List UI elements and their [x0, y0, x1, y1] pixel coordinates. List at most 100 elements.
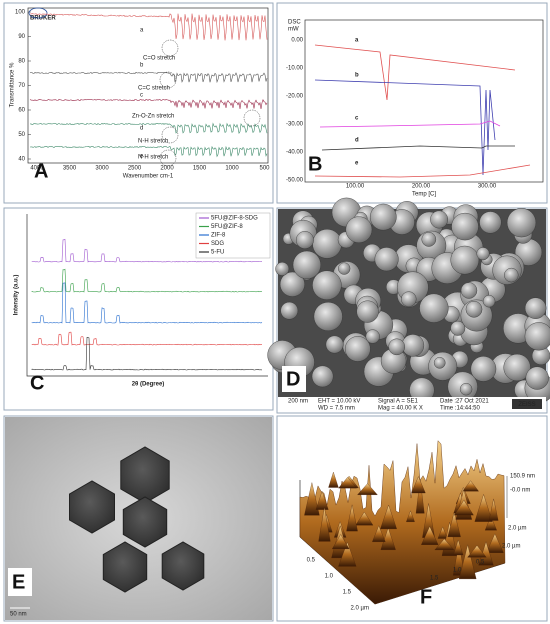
particle — [421, 232, 437, 247]
particle — [451, 212, 479, 241]
particle — [344, 336, 371, 362]
y-axis-label: Intensity (a.u.) — [14, 275, 20, 316]
particle — [479, 211, 502, 234]
scale-bar: 200 nm — [288, 399, 308, 405]
legend-label: SDG — [211, 241, 224, 247]
date: Date :27 Oct 2021 — [440, 399, 489, 405]
annotation: N-H stretch — [138, 139, 168, 145]
annotation-circle — [161, 39, 179, 57]
y-unit: mW — [288, 27, 299, 33]
particle — [338, 262, 351, 275]
annotation: N-H stretch — [138, 155, 168, 161]
x-tick-label: 2000 — [160, 166, 174, 172]
nanoparticle — [69, 480, 115, 534]
annotation-circle — [159, 149, 177, 167]
spectrum — [29, 122, 268, 134]
brand: ZEISS — [518, 402, 535, 408]
peak — [458, 544, 477, 580]
spectrum — [29, 145, 268, 158]
particle — [460, 282, 478, 299]
x-axis-label: 2θ (Degree) — [132, 382, 165, 388]
curve-label: d — [140, 126, 143, 132]
y-end: 2.0 µm — [508, 526, 526, 532]
x-end: 2.0 µm — [502, 544, 520, 550]
particle — [465, 300, 483, 318]
particle — [430, 210, 448, 229]
peak — [315, 490, 329, 510]
y-tick-label: -30.00 — [286, 122, 304, 128]
particle — [369, 203, 397, 231]
curve-label: a — [355, 38, 359, 44]
dsc-curve — [321, 145, 515, 151]
dsc-curve — [319, 120, 501, 128]
peak — [406, 510, 415, 522]
dsc-curve — [314, 79, 496, 176]
peak — [488, 498, 499, 521]
panel-c-frame — [3, 207, 274, 411]
peak — [421, 526, 439, 545]
x-tick-label: 300.00 — [478, 184, 497, 190]
particle — [295, 231, 314, 249]
x-tick-label: 0.5 — [307, 558, 316, 564]
plot-area — [304, 19, 544, 183]
peak — [462, 480, 479, 492]
panel-label: D — [286, 368, 300, 390]
time: Time :14:44:50 — [440, 406, 480, 412]
particle — [325, 335, 344, 354]
x-tick-label: 100.00 — [346, 184, 365, 190]
x-axis-label: Temp [C] — [412, 192, 436, 198]
peak — [338, 477, 357, 489]
particle — [388, 338, 406, 356]
x-tick-label: 4000 — [30, 166, 44, 172]
peak — [486, 533, 504, 553]
peak — [331, 534, 350, 550]
peak — [437, 526, 448, 539]
nanoparticle — [122, 496, 168, 548]
panel-label: E — [12, 571, 25, 593]
logo: BRUKER — [30, 16, 56, 22]
peak — [338, 541, 357, 567]
logo-mark — [28, 7, 48, 19]
y-tick-label: 100 — [15, 10, 26, 16]
x-axis-label: Wavenumber cm-1 — [123, 174, 174, 180]
annotation: C=O stretch — [143, 56, 175, 62]
particle — [313, 302, 343, 332]
content: 100 90 80 70 60 50 40 4000 3500 3000 2500 2000 1500 1… — [5, 7, 550, 620]
x-tick-label: 500 — [259, 166, 270, 172]
particle — [450, 245, 480, 275]
curve-label: a — [140, 28, 144, 34]
pattern — [31, 337, 263, 371]
y-tick-label: 80 — [18, 59, 25, 65]
peak — [357, 483, 378, 495]
peak — [346, 504, 358, 532]
label-box — [8, 568, 32, 596]
particle — [525, 366, 549, 390]
curve-label: c — [355, 116, 359, 122]
y-tick-label: 40 — [18, 157, 25, 163]
particle — [275, 261, 290, 276]
x-tick-label: 1.0 — [325, 574, 334, 580]
panel-a-frame — [3, 2, 274, 204]
particle — [356, 300, 379, 323]
particle — [482, 295, 496, 308]
y-tick-label: 90 — [18, 34, 25, 40]
eht: EHT = 10.00 kV — [318, 399, 360, 405]
particle — [365, 329, 380, 344]
spectrum — [29, 13, 268, 41]
annotation: Zn-O-Zn stretch — [132, 114, 174, 120]
brand-box — [512, 399, 542, 409]
x-tick-label: 1000 — [225, 166, 239, 172]
nanoparticle — [102, 541, 148, 593]
y-tick-label: 1.0 — [453, 568, 462, 574]
particle — [470, 356, 497, 382]
axes — [26, 214, 268, 377]
peak — [304, 482, 320, 516]
peak — [452, 543, 465, 576]
dsc-curve — [314, 164, 531, 178]
particle — [401, 291, 417, 307]
x-tick-label: 200.00 — [412, 184, 431, 190]
peak — [380, 504, 397, 530]
y-tick-label: -10.00 — [286, 66, 304, 72]
annotation: C=C stretch — [138, 86, 170, 92]
